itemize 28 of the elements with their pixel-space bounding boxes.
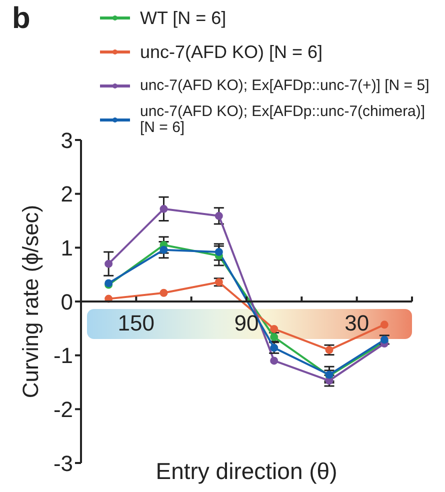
point <box>104 260 113 268</box>
legend-label: unc-7(AFD KO); Ex[AFDp::unc-7(+)] [N = 5] <box>140 77 430 94</box>
point <box>270 356 278 365</box>
x-tick-label: 30 <box>344 310 370 336</box>
chart-title: b <box>12 2 30 36</box>
y-tick-label: 3 <box>60 128 73 153</box>
point <box>160 246 168 254</box>
point <box>270 324 278 333</box>
y-tick-label: -2 <box>53 396 73 422</box>
point <box>380 320 388 329</box>
y-tick-label: 0 <box>60 289 73 314</box>
point <box>160 288 168 297</box>
y-tick-label: 2 <box>60 182 73 207</box>
legend-label: unc-7(AFD KO) [N = 6] <box>140 42 324 62</box>
point <box>270 344 278 352</box>
y-tick-label: 1 <box>60 235 73 260</box>
point <box>214 278 223 286</box>
x-axis-title: Entry direction (θ) <box>154 458 338 485</box>
legend-label: unc-7(AFD KO); Ex[AFDp::unc-7(chimera)] [N = 6] <box>140 103 426 136</box>
y-tick-label: -3 <box>53 450 73 476</box>
point <box>160 204 168 213</box>
point <box>214 248 223 256</box>
x-tick-label: 90 <box>234 310 259 336</box>
legend-label: WT [N = 6] <box>140 8 228 28</box>
y-tick-label: -1 <box>53 343 73 368</box>
point <box>214 212 223 220</box>
x-tick-label: 150 <box>118 310 155 336</box>
y-axis-title: Curving rate (ϕ/sec) <box>18 204 43 398</box>
